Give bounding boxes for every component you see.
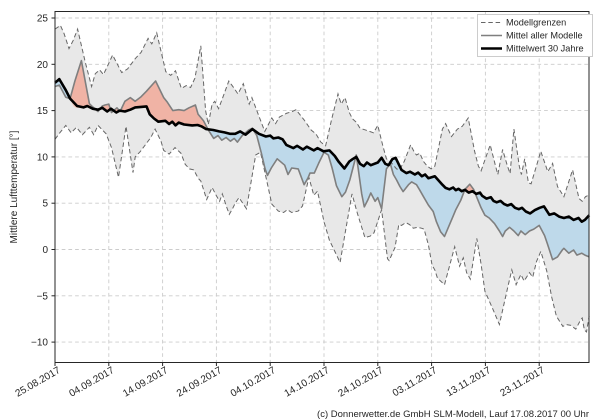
- svg-text:5: 5: [42, 199, 48, 210]
- svg-text:15: 15: [37, 106, 49, 117]
- svg-text:Mittelwert 30 Jahre: Mittelwert 30 Jahre: [506, 44, 584, 54]
- svg-text:−5: −5: [37, 291, 49, 302]
- svg-text:−10: −10: [31, 338, 48, 349]
- svg-text:10: 10: [37, 152, 49, 163]
- svg-text:20: 20: [37, 60, 49, 71]
- svg-text:Mittel aller Modelle: Mittel aller Modelle: [506, 31, 583, 41]
- svg-text:25: 25: [37, 14, 49, 25]
- svg-text:Modellgrenzen: Modellgrenzen: [506, 18, 566, 28]
- svg-text:(c) Donnerwetter.de GmbH SLM-M: (c) Donnerwetter.de GmbH SLM-Modell, Lau…: [317, 409, 589, 420]
- svg-text:0: 0: [42, 245, 48, 256]
- svg-text:Mittlere Lufttemperatur [°]: Mittlere Lufttemperatur [°]: [9, 130, 20, 243]
